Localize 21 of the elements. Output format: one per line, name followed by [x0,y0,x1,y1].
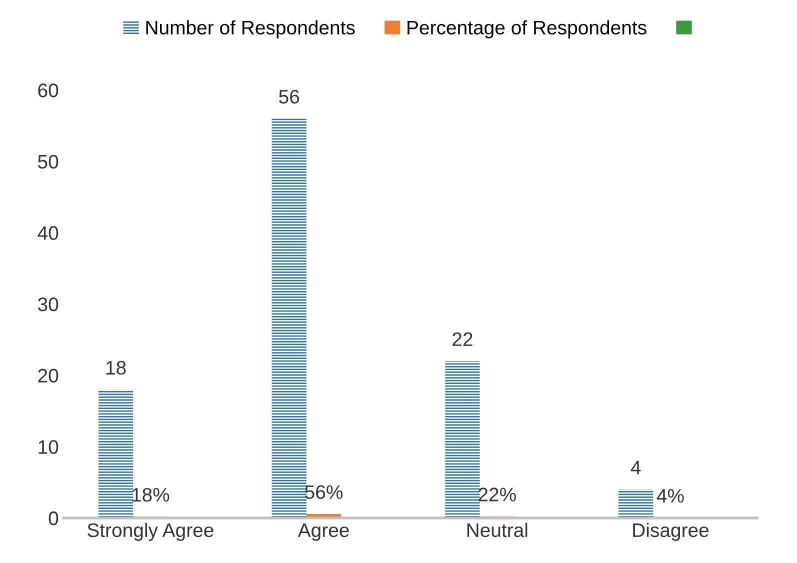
data-label: 4% [656,489,684,503]
data-label: 18% [132,488,170,502]
x-tick-label: Disagree [633,522,709,541]
data-label: 56 [279,90,300,104]
x-tick-label: Agree [298,524,349,541]
data-label: 22 [452,332,472,346]
legend-label: Percentage of Respondents [408,20,646,38]
legend-label: Number of Respondents [146,20,355,38]
y-tick-label: 40 [38,226,58,240]
x-tick-label: Strongly Agree [88,522,214,541]
data-label: 18 [106,360,126,375]
data-label: 22% [478,488,516,502]
y-tick-label: 60 [38,84,58,98]
y-tick-label: 10 [38,440,58,454]
x-tick-label: Neutral [467,522,528,538]
y-tick-label: 50 [38,154,58,169]
y-tick-label: 30 [38,297,58,312]
y-tick-label: 0 [48,511,58,526]
data-label: 4 [630,460,641,474]
data-label: 56% [305,485,343,500]
y-tick-label: 20 [38,368,58,383]
